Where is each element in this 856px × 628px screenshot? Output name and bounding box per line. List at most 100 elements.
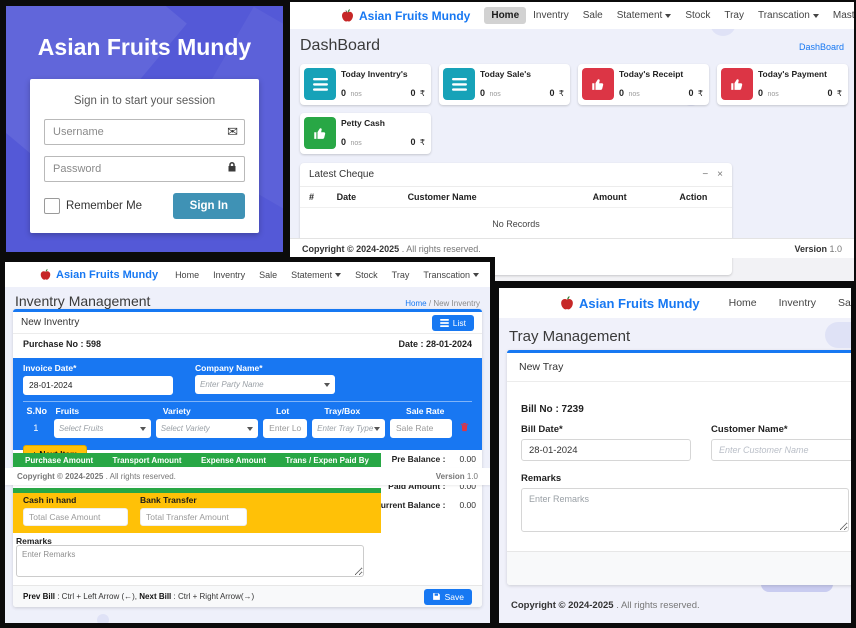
inventory-top-nav: Asian Fruits Mundy Home Inventry Sale St…	[5, 262, 490, 287]
nav-item-stock[interactable]: Stock	[355, 269, 378, 280]
tray-window: Asian Fruits Mundy Home Inventry Sale St…	[494, 283, 856, 628]
bill-date-input[interactable]	[521, 439, 691, 461]
thumbs-up-icon	[721, 68, 753, 100]
copyright-rest: . All rights reserved.	[401, 243, 481, 254]
prev-bill-shortcut: : Ctrl + Left Arrow (←),	[55, 592, 140, 601]
brand[interactable]: Asian Fruits Mundy	[39, 268, 158, 281]
list-button[interactable]: List	[431, 314, 474, 331]
close-icon[interactable]: ×	[717, 169, 723, 180]
nav-items: Home Inventry Sale Statement Stock Tray …	[484, 7, 854, 24]
invoice-date-input[interactable]	[23, 375, 173, 395]
next-bill-shortcut: : Ctrl + Right Arrow(→)	[171, 592, 255, 601]
breadcrumb: Home / New Inventry	[405, 299, 480, 308]
nav-item-stock[interactable]: Stock	[685, 10, 711, 21]
nav-item-statement[interactable]: Statement	[610, 7, 679, 24]
col-lot: Lot	[276, 405, 290, 416]
chevron-down-icon	[374, 426, 380, 431]
nav-item-inventry[interactable]: Inventry	[533, 10, 569, 21]
remarks-label: Remarks	[16, 536, 52, 546]
lot-input[interactable]	[263, 418, 308, 438]
nav-item-home[interactable]: Home	[175, 269, 200, 280]
variety-select[interactable]: Select Variety	[155, 418, 259, 438]
nav-item-label: Transcation	[757, 10, 810, 21]
stat-amount: 0	[827, 88, 833, 98]
remarks-textarea[interactable]	[16, 545, 364, 577]
stat-title: Today Inventry's	[341, 69, 408, 79]
stat-count-unit: nos	[350, 91, 362, 98]
tray-type-select[interactable]: Enter Tray Type	[312, 418, 385, 438]
nav-items: Home Inventry Sale Statement	[718, 294, 854, 312]
nav-item-tray[interactable]: Tray	[724, 10, 744, 21]
nav-item-master[interactable]: Master	[486, 267, 490, 283]
remarks-label: Remarks	[521, 473, 562, 484]
stat-count: 0	[758, 88, 764, 98]
password-input[interactable]	[44, 156, 245, 182]
payment-section-top-bar	[13, 488, 381, 493]
nav-item-home[interactable]: Home	[728, 297, 757, 309]
remember-me-checkbox[interactable]	[44, 198, 60, 214]
nav-item-transcation[interactable]: Transcation	[416, 267, 486, 283]
nav-item-sale[interactable]: Sale	[838, 297, 854, 309]
no-records-text: No Records	[300, 208, 732, 241]
version-label: Version	[794, 243, 827, 254]
select-placeholder: Enter Party Name	[200, 380, 264, 389]
cash-in-hand-input[interactable]	[23, 508, 128, 526]
brand[interactable]: Asian Fruits Mundy	[340, 8, 470, 23]
nav-item-sale[interactable]: Sale	[259, 269, 278, 280]
chevron-down-icon	[812, 14, 819, 18]
balance-label: Current Balance :	[374, 500, 446, 510]
minimize-icon[interactable]: −	[702, 169, 709, 180]
nav-item-sale[interactable]: Sale	[582, 10, 603, 21]
nav-item-transcation[interactable]: Transcation	[751, 7, 826, 24]
stat-count-unit: nos	[628, 91, 640, 98]
login-card: Sign in to start your session ✉ Remember…	[30, 79, 259, 233]
card-title: Latest Cheque	[309, 169, 375, 180]
page-title: Inventry Management	[15, 293, 151, 309]
fruits-select[interactable]: Select Fruits	[53, 418, 151, 438]
customer-name-select[interactable]: Enter Customer Name	[711, 439, 851, 461]
tray-card-footer	[507, 551, 851, 585]
company-name-label: Company Name*	[195, 363, 263, 373]
breadcrumb-separator: /	[428, 299, 432, 308]
nav-item-statement[interactable]: Statement	[284, 267, 348, 283]
sign-in-button[interactable]: Sign In	[172, 193, 245, 219]
page-title: DashBoard	[300, 37, 381, 54]
col-tray-box: Tray/Box	[324, 405, 361, 416]
nav-item-home[interactable]: Home	[484, 7, 527, 24]
username-input[interactable]	[44, 119, 245, 145]
version-value: 1.0	[466, 472, 478, 481]
stat-amount: 0	[410, 137, 416, 147]
stat-card-todays-receipt: Today's Receipt 0 nos 0 ₹	[578, 64, 709, 105]
stat-count-unit: nos	[767, 91, 779, 98]
login-window: Asian Fruits Mundy Sign in to start your…	[0, 0, 289, 258]
sale-rate-input[interactable]	[390, 418, 452, 438]
nav-item-tray[interactable]: Tray	[391, 269, 410, 280]
col-action: Action	[679, 192, 708, 202]
balance-value: 0.00	[459, 481, 476, 491]
stat-count-unit: nos	[350, 140, 362, 147]
remarks-textarea[interactable]	[521, 488, 849, 532]
purchase-no: Purchase No : 598	[23, 339, 102, 349]
nav-item-master[interactable]: Master	[826, 7, 854, 24]
brand[interactable]: Asian Fruits Mundy	[559, 295, 700, 311]
company-name-select[interactable]: Enter Party Name	[195, 375, 335, 394]
col-date: Date	[336, 192, 357, 202]
bank-transfer-input[interactable]	[140, 508, 247, 526]
purchase-amount-header: Purchase Amount	[25, 455, 94, 465]
cash-in-hand-label: Cash in hand	[23, 495, 77, 505]
delete-row-button[interactable]	[457, 421, 472, 436]
rupee-symbol: ₹	[419, 89, 425, 98]
next-bill-label: Next Bill	[139, 592, 172, 601]
trash-icon	[460, 422, 469, 431]
breadcrumb[interactable]: DashBoard	[798, 42, 844, 52]
save-button[interactable]: Save	[423, 588, 472, 605]
cheque-table-header: # Date Customer Name Amount Action	[300, 187, 732, 208]
rupee-symbol: ₹	[558, 89, 564, 98]
stat-title: Today's Receipt	[619, 69, 684, 79]
breadcrumb-home[interactable]: Home	[405, 299, 427, 308]
dashboard-window: Asian Fruits Mundy Home Inventry Sale St…	[288, 0, 856, 283]
pre-balance-row: Pre Balance : 0.00	[392, 454, 476, 464]
nav-item-inventry[interactable]: Inventry	[213, 269, 246, 280]
nav-item-inventry[interactable]: Inventry	[778, 297, 816, 309]
